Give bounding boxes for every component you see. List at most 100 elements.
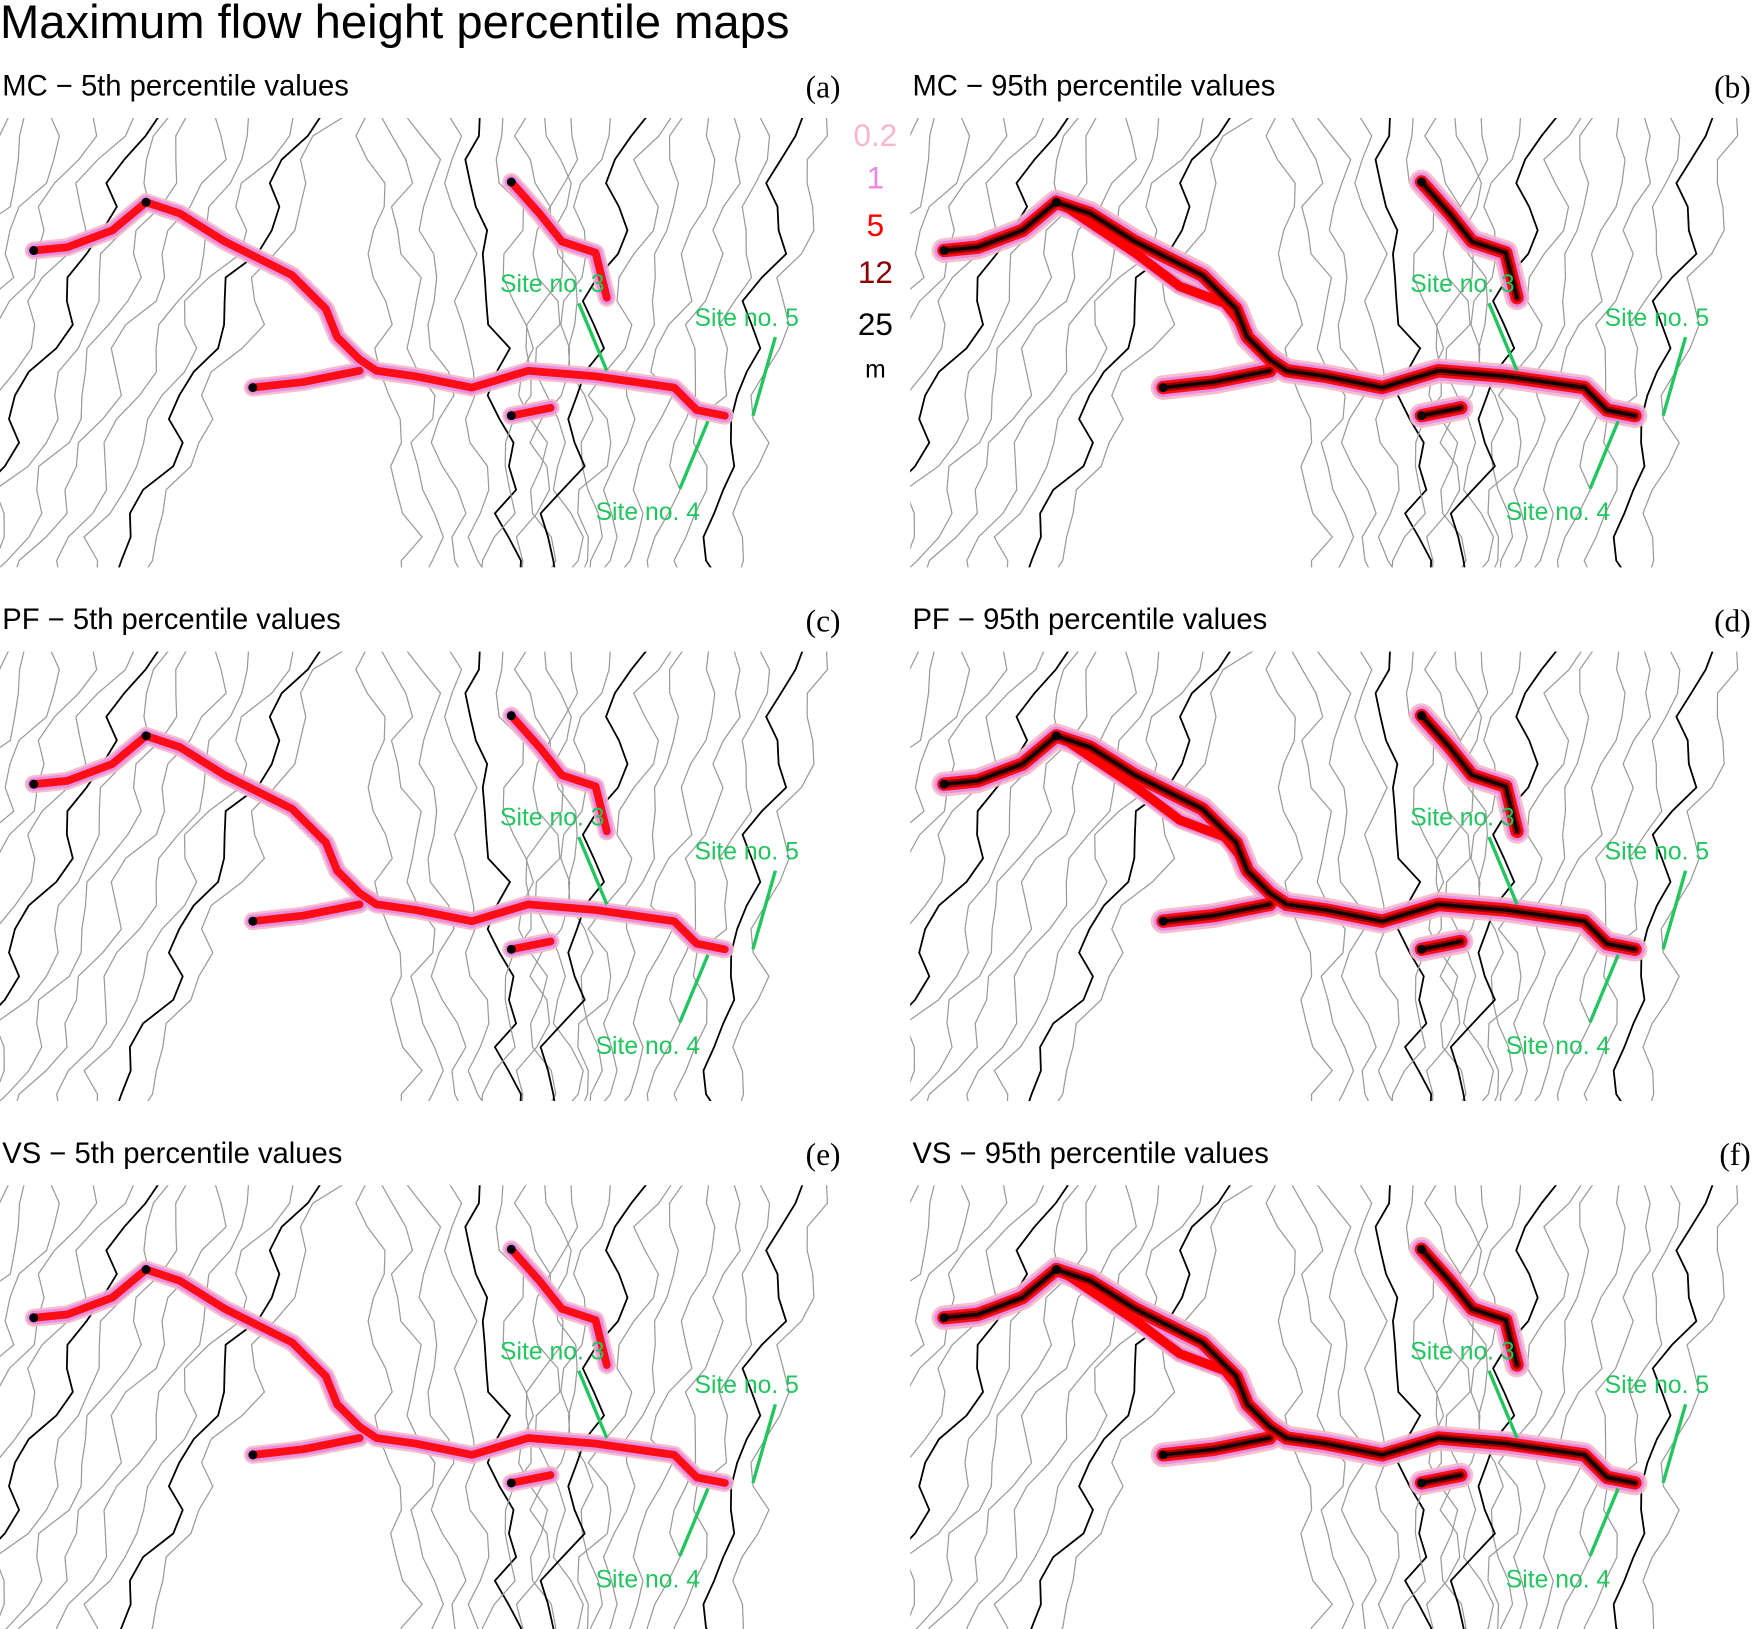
contour bbox=[702, 117, 804, 568]
site-line bbox=[678, 420, 710, 490]
flow bbox=[1419, 713, 1519, 834]
contour bbox=[673, 651, 771, 1101]
contour bbox=[1556, 651, 1652, 1101]
map: Site no. 3 Site no. 4 Site no. 5 bbox=[0, 117, 829, 568]
flow bbox=[942, 734, 1637, 951]
contour bbox=[577, 117, 672, 568]
site-line bbox=[1487, 836, 1519, 906]
contour bbox=[1354, 117, 1400, 568]
vent bbox=[506, 177, 516, 187]
contour bbox=[444, 117, 490, 568]
contour bbox=[0, 651, 25, 749]
contour bbox=[1533, 651, 1626, 1101]
flow bbox=[507, 711, 611, 836]
contour bbox=[55, 651, 250, 1101]
vent bbox=[141, 1265, 151, 1274]
contour bbox=[0, 651, 159, 1007]
legend-label: 5 bbox=[867, 208, 885, 243]
vent bbox=[248, 916, 258, 926]
contour bbox=[910, 651, 920, 670]
contour bbox=[1513, 117, 1594, 568]
site-label: Site no. 5 bbox=[1605, 305, 1709, 332]
flow bbox=[942, 1267, 1637, 1485]
contour bbox=[444, 1185, 490, 1629]
contour bbox=[910, 1185, 920, 1204]
contour bbox=[5, 1185, 187, 1629]
contour bbox=[1316, 117, 1377, 568]
vent bbox=[1051, 731, 1061, 741]
vent bbox=[248, 383, 258, 393]
site-line bbox=[577, 836, 609, 906]
flow bbox=[1419, 406, 1463, 418]
contour bbox=[83, 117, 294, 568]
contour bbox=[966, 117, 1160, 568]
contour bbox=[699, 1180, 900, 1629]
contour bbox=[16, 651, 227, 1101]
legend-label: 1 bbox=[867, 161, 885, 196]
vent bbox=[506, 1478, 516, 1488]
contour bbox=[1449, 651, 1558, 1101]
contour bbox=[1513, 651, 1594, 1101]
contour bbox=[147, 651, 344, 1101]
contour bbox=[0, 117, 9, 137]
contour bbox=[464, 117, 522, 568]
flow bbox=[1062, 203, 1253, 337]
contour bbox=[1556, 1185, 1652, 1629]
panel-title: VS − 5th percentile values bbox=[2, 1138, 342, 1170]
site-line bbox=[1588, 1487, 1620, 1557]
flow bbox=[942, 200, 1637, 418]
contour bbox=[1538, 1185, 1626, 1629]
contour bbox=[464, 651, 522, 1101]
contour bbox=[910, 1185, 1045, 1459]
contour bbox=[118, 117, 321, 568]
contour bbox=[1030, 1185, 1231, 1629]
contour bbox=[646, 651, 741, 1101]
map: Site no. 3 Site no. 4 Site no. 5 bbox=[910, 651, 1739, 1101]
contour bbox=[623, 117, 716, 568]
contour bbox=[147, 117, 344, 568]
contour bbox=[1533, 117, 1626, 568]
legend-label: 25 bbox=[858, 307, 893, 342]
contour bbox=[513, 117, 584, 568]
contour bbox=[910, 1185, 971, 1358]
contour bbox=[602, 117, 683, 568]
vent bbox=[1417, 1478, 1427, 1488]
contour bbox=[515, 651, 611, 1101]
flow bbox=[29, 731, 729, 954]
site-line bbox=[678, 954, 710, 1023]
vent bbox=[1417, 411, 1427, 421]
contour bbox=[515, 1185, 611, 1629]
contour bbox=[1424, 1185, 1495, 1629]
vent bbox=[248, 1450, 258, 1460]
contour bbox=[1265, 117, 1334, 568]
vent bbox=[29, 246, 39, 256]
contour bbox=[732, 117, 829, 568]
contour bbox=[18, 1185, 227, 1629]
flow bbox=[1161, 1436, 1272, 1457]
contour bbox=[1556, 117, 1652, 568]
contour bbox=[993, 651, 1204, 1101]
contour bbox=[910, 1185, 1079, 1617]
contour bbox=[0, 117, 98, 320]
contour bbox=[481, 1185, 579, 1629]
contour bbox=[513, 651, 584, 1101]
flow bbox=[29, 1265, 729, 1487]
panel-title: PF − 5th percentile values bbox=[2, 604, 341, 636]
contour bbox=[1449, 1185, 1558, 1629]
contour bbox=[1513, 1185, 1594, 1629]
contour bbox=[910, 1185, 1069, 1540]
contour bbox=[1454, 1185, 1514, 1629]
contour bbox=[0, 117, 159, 473]
panel-letter: (f) bbox=[1719, 1137, 1750, 1172]
contour bbox=[910, 117, 971, 290]
panel-title: MC − 5th percentile values bbox=[2, 70, 349, 102]
contour bbox=[83, 1185, 294, 1629]
contour bbox=[495, 651, 557, 1101]
site-line bbox=[1487, 302, 1519, 372]
contour bbox=[993, 117, 1204, 568]
vent bbox=[1417, 1244, 1427, 1254]
map: Site no. 3 Site no. 4 Site no. 5 bbox=[910, 117, 1739, 568]
contour bbox=[1392, 1185, 1489, 1629]
vent bbox=[29, 779, 39, 789]
contour bbox=[1291, 651, 1355, 1101]
